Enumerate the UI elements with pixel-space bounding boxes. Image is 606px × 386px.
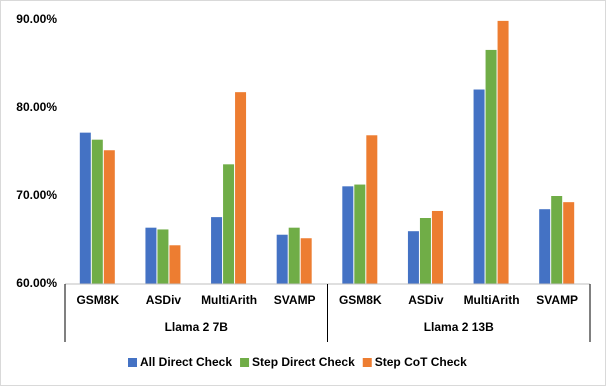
group-label: Llama 2 13B bbox=[424, 320, 494, 334]
bar bbox=[145, 227, 157, 284]
legend-label: Step Direct Check bbox=[252, 355, 355, 369]
bar bbox=[407, 231, 419, 284]
bar bbox=[223, 164, 235, 284]
bar bbox=[431, 210, 443, 284]
legend-swatch bbox=[240, 358, 250, 367]
bar bbox=[473, 89, 485, 285]
x-tick-label: SVAMP bbox=[536, 293, 578, 307]
bar bbox=[539, 209, 551, 284]
bar bbox=[103, 150, 115, 284]
y-tick-label: 70.00% bbox=[16, 188, 57, 202]
bar bbox=[235, 92, 247, 284]
legend-label: Step CoT Check bbox=[375, 355, 467, 369]
bar bbox=[211, 217, 223, 284]
x-tick-label: GSM8K bbox=[76, 293, 119, 307]
x-tick-label: MultiArith bbox=[201, 293, 257, 307]
bar bbox=[276, 234, 288, 284]
bar bbox=[551, 196, 563, 284]
legend-swatch bbox=[362, 358, 372, 367]
group-label: Llama 2 7B bbox=[165, 320, 229, 334]
bar bbox=[354, 184, 366, 284]
bar bbox=[169, 245, 181, 284]
legend-swatch bbox=[128, 358, 137, 367]
x-tick-label: ASDiv bbox=[146, 293, 182, 307]
legend: All Direct Check Step Direct Check Step Co… bbox=[128, 355, 467, 369]
x-tick-label: MultiArith bbox=[464, 293, 520, 307]
bar bbox=[288, 227, 300, 284]
bar bbox=[485, 49, 497, 284]
x-tick-label: SVAMP bbox=[274, 293, 316, 307]
bar bbox=[563, 202, 575, 284]
bar bbox=[91, 139, 103, 284]
x-tick-label: ASDiv bbox=[408, 293, 444, 307]
bar bbox=[366, 135, 378, 284]
y-tick-label: 80.00% bbox=[16, 100, 57, 114]
bar bbox=[342, 186, 354, 284]
bar bbox=[79, 132, 91, 284]
legend-label: All Direct Check bbox=[140, 355, 232, 369]
bar bbox=[157, 229, 169, 284]
y-tick-label: 60.00% bbox=[16, 276, 57, 290]
bar bbox=[419, 218, 431, 284]
bar bbox=[497, 20, 509, 284]
y-tick-label: 90.00% bbox=[16, 12, 57, 26]
x-tick-label: GSM8K bbox=[339, 293, 382, 307]
bar bbox=[300, 238, 312, 284]
